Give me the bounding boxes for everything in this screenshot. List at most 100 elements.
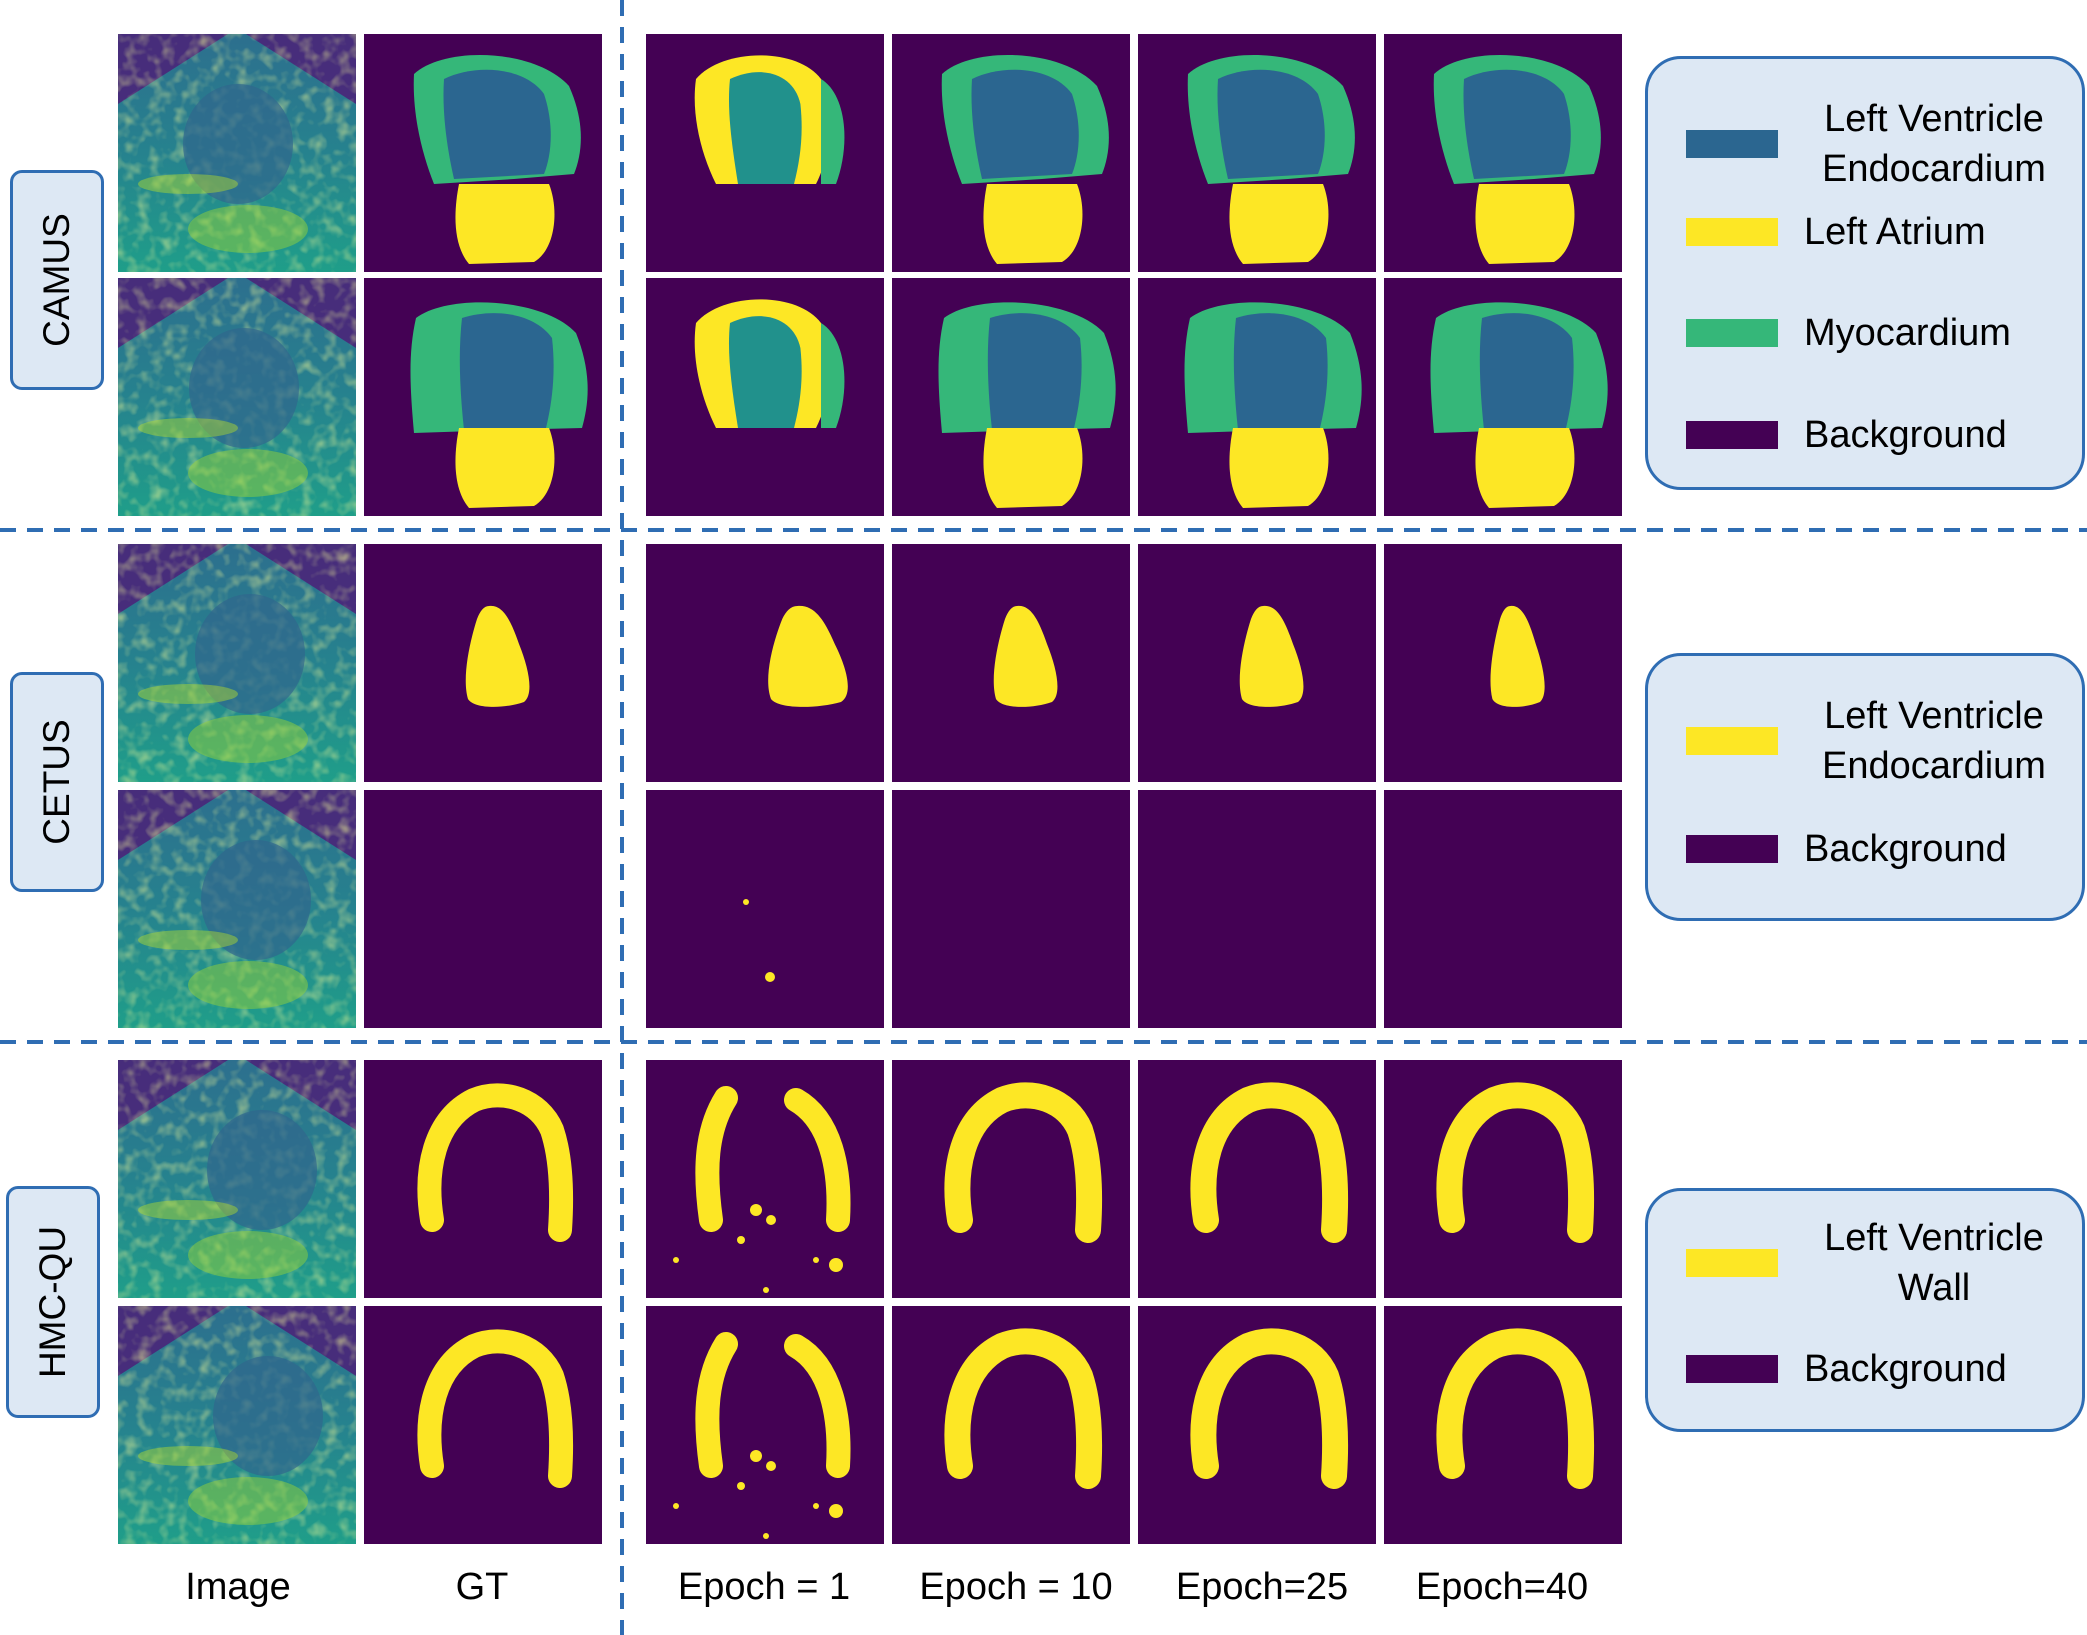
legend-item: Myocardium bbox=[1686, 303, 2066, 363]
mask-region bbox=[983, 184, 1083, 264]
column-label-gt: GT bbox=[455, 1566, 509, 1608]
legend-swatch bbox=[1686, 421, 1778, 449]
mask-region bbox=[465, 605, 530, 707]
mask-region bbox=[987, 313, 1082, 430]
ultrasound-image bbox=[118, 790, 356, 1028]
mask-speck bbox=[737, 1236, 745, 1244]
mask-region bbox=[1217, 69, 1325, 179]
mask-speck bbox=[766, 1215, 776, 1225]
mask-speck bbox=[765, 972, 775, 982]
mask-region bbox=[1475, 184, 1575, 264]
mask-region bbox=[821, 323, 845, 428]
mask-region bbox=[455, 428, 555, 508]
mask-region bbox=[1233, 313, 1328, 430]
mask-region bbox=[459, 313, 554, 430]
column-label-image: Image bbox=[185, 1566, 291, 1608]
ultrasound-image bbox=[118, 544, 356, 782]
mask-tile bbox=[1384, 790, 1622, 1028]
mask-region bbox=[1229, 184, 1329, 264]
legend-swatch bbox=[1686, 319, 1778, 347]
mask-speck bbox=[763, 1287, 769, 1293]
mask-speck bbox=[813, 1257, 819, 1263]
legend-item: Background bbox=[1686, 405, 2066, 465]
legend-item: Left Ventricle Wall bbox=[1686, 1213, 2066, 1313]
mask-region bbox=[1475, 428, 1575, 508]
legend-label: Left Ventricle Endocardium bbox=[1822, 695, 2046, 787]
mask-region bbox=[728, 72, 802, 184]
mask-speck bbox=[813, 1503, 819, 1509]
mask-region bbox=[1436, 1328, 1595, 1489]
mask-region bbox=[1229, 428, 1329, 508]
tile-grid bbox=[118, 34, 1622, 1544]
legend-camus: Left Ventricle Endocardium Left Atrium M… bbox=[1645, 56, 2085, 490]
mask-region bbox=[1190, 1328, 1349, 1489]
mask-region bbox=[695, 1332, 738, 1478]
mask-region bbox=[1463, 69, 1571, 179]
mask-region bbox=[784, 1334, 851, 1478]
legend-item: Background bbox=[1686, 1339, 2066, 1399]
dataset-label-cetus: CETUS bbox=[10, 672, 104, 892]
mask-speck bbox=[829, 1258, 843, 1272]
legend-label: Background bbox=[1804, 828, 2007, 870]
mask-tile bbox=[892, 790, 1130, 1028]
mask-region bbox=[983, 428, 1083, 508]
mask-speck bbox=[750, 1204, 762, 1216]
mask-region bbox=[821, 79, 845, 184]
mask-region bbox=[944, 1328, 1103, 1489]
dataset-name: CAMUS bbox=[36, 213, 77, 347]
mask-tile bbox=[646, 790, 884, 1028]
dataset-label-hmcqu: HMC-QU bbox=[6, 1186, 100, 1418]
mask-region bbox=[417, 1083, 574, 1242]
column-label-epoch25: Epoch=25 bbox=[1175, 1566, 1349, 1608]
mask-region bbox=[455, 184, 555, 264]
mask-speck bbox=[737, 1482, 745, 1490]
legend-label: Left Atrium bbox=[1804, 211, 1986, 253]
mask-region bbox=[944, 1082, 1103, 1243]
mask-region bbox=[1239, 605, 1304, 707]
legend-label: Background bbox=[1804, 414, 2007, 456]
column-label-epoch10: Epoch = 10 bbox=[919, 1566, 1113, 1608]
legend-label: Left Ventricle Endocardium bbox=[1822, 98, 2046, 190]
ultrasound-image bbox=[118, 1306, 356, 1544]
legend-item: Left Ventricle Endocardium bbox=[1686, 94, 2066, 194]
legend-label: Background bbox=[1804, 1348, 2007, 1390]
mask-region bbox=[993, 605, 1058, 707]
legend-item: Left Ventricle Endocardium bbox=[1686, 691, 2066, 791]
ultrasound-image bbox=[118, 278, 356, 516]
legend-swatch bbox=[1686, 835, 1778, 863]
mask-tile bbox=[364, 790, 602, 1028]
legend-swatch bbox=[1686, 130, 1778, 158]
legend-swatch bbox=[1686, 218, 1778, 246]
mask-speck bbox=[673, 1503, 679, 1509]
mask-region bbox=[784, 1088, 851, 1232]
ultrasound-image bbox=[118, 1060, 356, 1298]
mask-region bbox=[1479, 313, 1574, 430]
mask-region bbox=[443, 69, 551, 179]
mask-speck bbox=[829, 1504, 843, 1518]
mask-speck bbox=[750, 1450, 762, 1462]
dataset-name: CETUS bbox=[36, 719, 77, 845]
legend-swatch bbox=[1686, 1249, 1778, 1277]
legend-label: Myocardium bbox=[1804, 312, 2011, 354]
mask-speck bbox=[766, 1461, 776, 1471]
mask-region bbox=[1490, 605, 1545, 707]
mask-region bbox=[768, 605, 848, 707]
mask-speck bbox=[743, 899, 749, 905]
mask-tile bbox=[646, 544, 884, 782]
column-label-epoch40: Epoch=40 bbox=[1415, 1566, 1589, 1608]
mask-region bbox=[1190, 1082, 1349, 1243]
legend-cetus: Left Ventricle Endocardium Background bbox=[1645, 653, 2085, 921]
legend-label: Left Ventricle Wall bbox=[1824, 1217, 2044, 1309]
dataset-name: HMC-QU bbox=[32, 1225, 73, 1379]
legend-swatch bbox=[1686, 727, 1778, 755]
mask-region bbox=[971, 69, 1079, 179]
mask-region bbox=[1436, 1082, 1595, 1243]
mask-region bbox=[728, 316, 802, 428]
legend-item: Left Atrium bbox=[1686, 202, 2066, 262]
mask-region bbox=[695, 1086, 738, 1232]
ultrasound-image bbox=[118, 34, 356, 272]
legend-hmcqu: Left Ventricle Wall Background bbox=[1645, 1188, 2085, 1432]
mask-tile bbox=[1138, 790, 1376, 1028]
